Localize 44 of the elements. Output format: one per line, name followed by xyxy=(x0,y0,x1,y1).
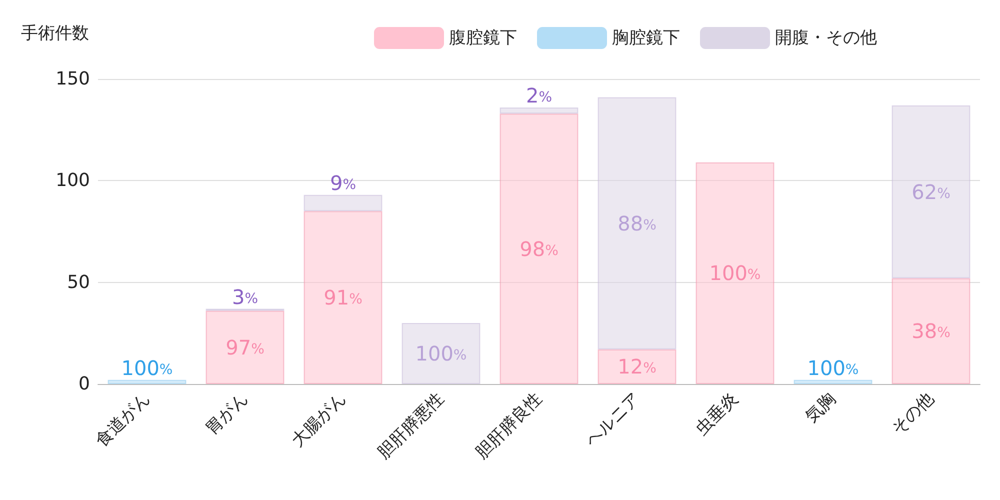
y-tick-label: 0 xyxy=(78,374,90,394)
y-tick-label: 50 xyxy=(67,272,90,293)
bar xyxy=(304,211,382,384)
x-tick-label: 虫垂炎 xyxy=(692,388,742,440)
bar xyxy=(598,349,676,384)
annotation: 9% xyxy=(330,170,356,195)
annotation: 3% xyxy=(232,284,258,309)
bar xyxy=(108,380,186,384)
bar xyxy=(892,105,970,278)
bar xyxy=(402,323,480,384)
x-tick-label: ヘルニア xyxy=(582,388,644,452)
x-tick-label: 気胸 xyxy=(802,388,840,428)
bar xyxy=(500,114,578,384)
annotation: 100% xyxy=(121,356,173,380)
x-tick-label: 胆肝膵良性 xyxy=(472,388,546,464)
bar xyxy=(696,162,774,384)
x-tick-label: 胃がん xyxy=(202,388,252,440)
bar xyxy=(892,278,970,384)
x-tick-label: その他 xyxy=(888,388,938,440)
annotation: 88% xyxy=(618,211,656,236)
annotation: 38% xyxy=(912,319,950,344)
bar xyxy=(304,194,382,212)
annotation: 100% xyxy=(415,342,467,366)
x-tick-label: 大腸がん xyxy=(288,388,350,452)
annotation: 12% xyxy=(618,354,656,379)
annotation: 98% xyxy=(520,236,558,261)
annotation: 2% xyxy=(526,83,552,108)
bar xyxy=(794,380,872,384)
legend-label: 腹腔鏡下 xyxy=(449,28,517,48)
y-tick-label: 150 xyxy=(56,68,90,90)
bar xyxy=(206,310,284,384)
legend-label: 胸腔鏡下 xyxy=(612,28,680,48)
annotation: 97% xyxy=(226,335,264,360)
annotation: 91% xyxy=(324,286,362,310)
annotation: 100% xyxy=(709,261,761,286)
y-axis-title: 手術件数 xyxy=(21,24,89,44)
legend-label: 開腹・その他 xyxy=(775,28,877,48)
bar xyxy=(500,107,578,114)
bar xyxy=(598,97,676,350)
annotation: 100% xyxy=(807,356,859,380)
x-tick-label: 食道がん xyxy=(92,388,154,452)
y-tick-label: 100 xyxy=(56,170,90,192)
x-tick-label: 胆肝膵悪性 xyxy=(374,388,448,464)
annotation: 62% xyxy=(912,180,950,204)
